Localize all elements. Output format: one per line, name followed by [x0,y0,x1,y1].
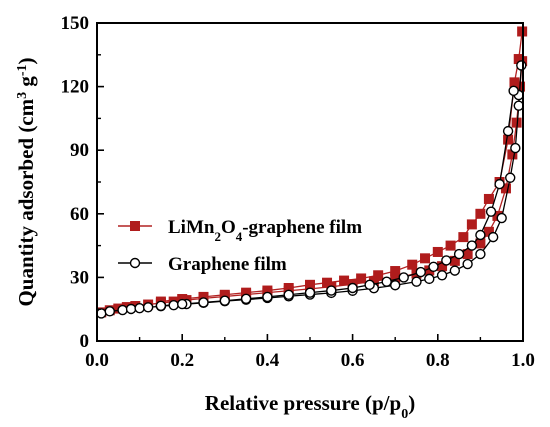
legend-label: Graphene film [168,254,287,275]
adsorption-point [142,302,154,313]
desorption-point [304,287,316,298]
x-tick-label: 0.2 [170,350,194,371]
desorption-point [466,240,478,251]
adsorption-point [104,306,115,317]
x-tick-label: 0.6 [341,350,365,371]
adsorption-point [510,142,521,154]
desorption-point [485,206,497,217]
desorption-point [453,248,465,260]
adsorption-point [411,276,422,287]
y-label-mid: g [14,76,38,92]
desorption-point [347,282,358,294]
y-label-sup2: -1 [15,64,30,76]
desorption-point [509,77,520,88]
adsorption-point [475,238,486,249]
y-tick-label: 0 [80,331,90,352]
x-tick-label: 0.8 [426,350,450,371]
desorption-point [176,298,188,310]
desorption-point [322,277,333,288]
y-axis-ticks: 0 30 60 90 120 150 [61,13,104,352]
x-tick-label: 1.0 [511,350,535,371]
desorption-point [339,275,350,286]
desorption-point [458,232,469,243]
y-tick-label: 90 [70,140,89,161]
y-tick-label: 30 [70,267,89,288]
desorption-point [445,240,456,251]
desorption-point [428,261,439,272]
desorption-point [502,125,514,137]
x-label-end: ) [408,391,415,415]
series-1 [96,26,528,318]
desorption-point [381,276,392,287]
desorption-point [326,285,337,296]
legend-entry-1: LiMn2O4-graphene film [118,217,362,244]
desorption-point [390,266,401,277]
adsorption-point [487,231,499,243]
adsorption-point [125,303,137,315]
x-axis-label: Relative pressure (p/p0) [205,391,415,422]
legend-marker [130,221,140,231]
y-tick-label: 60 [70,204,89,225]
adsorption-point [390,280,401,291]
adsorption-point [513,100,524,111]
desorption-point [219,295,231,306]
legend-entry-2: Graphene film [118,254,287,275]
desorption-point [364,279,375,291]
y-tick-label: 150 [61,13,90,34]
desorption-point [240,293,252,305]
desorption-point [155,300,167,312]
desorption-point [483,193,494,204]
y-label-end: ) [14,57,38,64]
adsorption-point [475,248,486,260]
y-axis-label: Quantity adsorbed (cm3 g-1) [14,57,38,306]
adsorption-point [134,302,145,314]
desorption-point [198,297,209,308]
adsorption-point [496,212,507,224]
y-tick-label: 120 [61,77,90,98]
adsorption-point [96,308,107,319]
y-label-main: Quantity adsorbed (cm [14,98,38,306]
series-2 [96,60,527,319]
x-label-sub: 0 [401,407,408,422]
desorption-point [373,270,384,281]
x-tick-label: 0.0 [85,350,109,371]
desorption-point [475,208,486,219]
desorption-point [503,134,514,145]
desorption-point [466,219,477,230]
desorption-point [508,85,519,97]
adsorption-line [101,65,522,315]
desorption-point [475,229,486,241]
adsorption-point [449,265,461,276]
adsorption-point [516,60,527,71]
x-tick-label: 0.4 [256,350,280,371]
y-label-sup1: 3 [15,92,30,99]
desorption-point [398,272,409,283]
adsorption-point [436,270,448,281]
desorption-point [262,291,273,303]
adsorption-point [462,258,473,270]
adsorption-point [168,299,179,311]
adsorption-line [101,61,523,314]
desorption-point [441,255,452,266]
adsorption-point [505,172,516,183]
series-layer [96,26,528,319]
desorption-point [356,273,367,284]
desorption-point [432,246,443,257]
x-label-main: Relative pressure (p/p [205,391,401,415]
legend: LiMn2O4-graphene film Graphene film [118,217,362,275]
desorption-point [494,178,505,190]
x-axis-ticks: 0.0 0.2 0.4 0.6 0.8 1.0 [85,334,535,371]
adsorption-point [117,304,128,316]
adsorption-point [424,273,435,285]
desorption-point [407,259,418,270]
legend-marker [129,257,141,269]
desorption-point [420,253,431,264]
desorption-point [283,289,294,300]
desorption-point [415,266,426,278]
legend-label: LiMn2O4-graphene film [168,217,362,244]
